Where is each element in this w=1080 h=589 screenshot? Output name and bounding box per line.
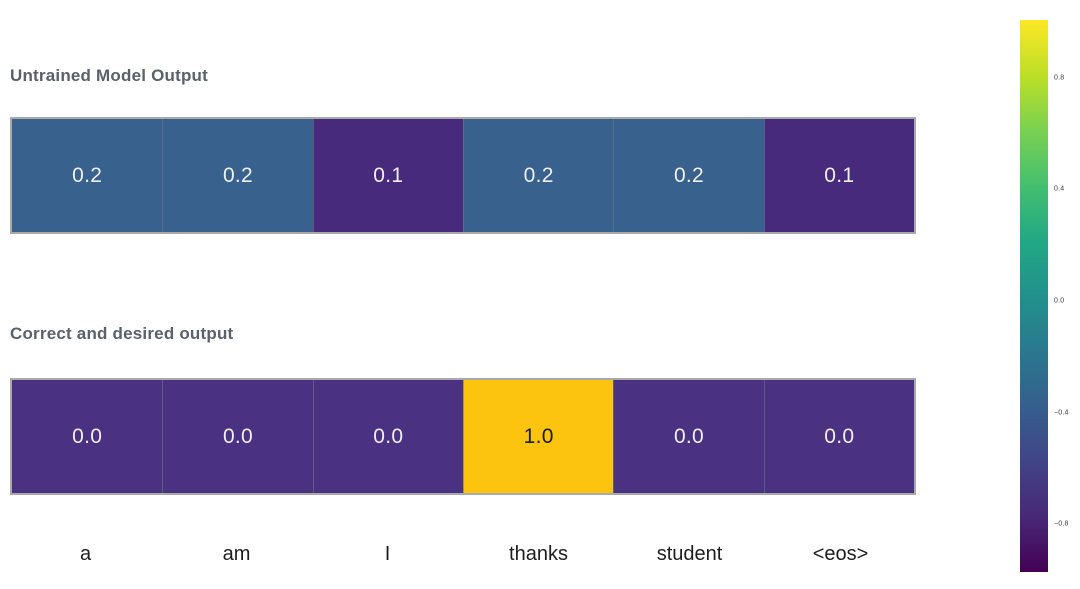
colorbar-tick-label: 0.4 (1054, 185, 1065, 193)
untrained-output-heatmap: 0.2 0.2 0.1 0.2 0.2 0.1 (10, 117, 916, 234)
x-axis-labels: a am I thanks student <eos> (10, 543, 916, 566)
heatmap-cell: 0.2 (162, 119, 313, 232)
heatmap-cell: 0.1 (763, 119, 914, 232)
untrained-output-title: Untrained Model Output (10, 66, 208, 85)
heatmap-cell: 0.0 (12, 380, 163, 493)
x-axis-label: student (656, 543, 723, 565)
heatmap-cell: 0.0 (613, 380, 764, 493)
x-axis-label: I (384, 543, 391, 565)
heatmap-cell: 0.2 (462, 119, 614, 232)
desired-output-title: Correct and desired output (10, 324, 234, 343)
heatmap-cell: 0.1 (312, 119, 463, 232)
viridis-colorbar (1020, 20, 1048, 572)
heatmap-cell: 1.0 (462, 380, 614, 493)
x-axis-label: thanks (509, 543, 568, 565)
x-axis-label: a (79, 543, 92, 565)
colorbar-tick-label: 0.8 (1054, 74, 1065, 82)
heatmap-cell: 0.2 (12, 119, 163, 232)
heatmap-cell: 0.0 (162, 380, 313, 493)
colorbar-tick-label: −0.4 (1054, 409, 1069, 417)
colorbar-tick-label: 0.0 (1054, 297, 1065, 305)
desired-output-heatmap: 0.0 0.0 0.0 1.0 0.0 0.0 (10, 378, 916, 495)
heatmap-cell: 0.2 (613, 119, 764, 232)
x-axis-label: <eos> (812, 543, 869, 565)
x-axis-label: am (222, 543, 251, 565)
heatmap-cell: 0.0 (312, 380, 463, 493)
heatmap-cell: 0.0 (763, 380, 914, 493)
colorbar-tick-label: −0.8 (1054, 520, 1069, 528)
